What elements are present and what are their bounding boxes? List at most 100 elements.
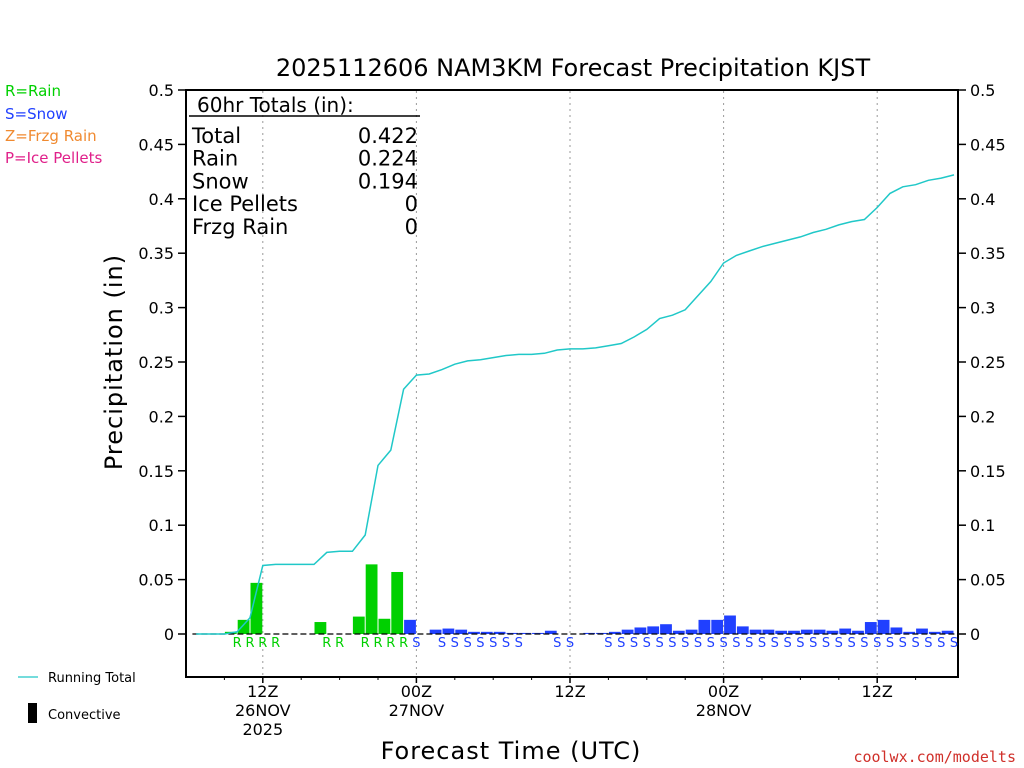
ptype-R: R <box>258 636 267 651</box>
snow-bar <box>634 627 647 634</box>
precip-bars <box>224 564 954 634</box>
legend-convective: Convective <box>48 708 121 723</box>
rain-bar <box>250 582 263 634</box>
ptype-S: S <box>924 636 932 651</box>
ptype-R: R <box>335 636 344 651</box>
x-tick-label: 12Z <box>554 682 585 701</box>
snow-bar <box>775 630 788 634</box>
snow-bar <box>672 630 685 634</box>
totals-label: Rain <box>192 147 238 171</box>
y-tick-label-left: 0.3 <box>149 299 174 318</box>
ptype-R: R <box>399 636 408 651</box>
ptype-S: S <box>707 636 715 651</box>
totals-value: 0.194 <box>358 169 418 193</box>
ptype-S: S <box>860 636 868 651</box>
totals-header: 60hr Totals (in): <box>197 93 354 117</box>
ptype-S: S <box>553 636 561 651</box>
ptype-S: S <box>476 636 484 651</box>
y-tick-label-left: 0 <box>164 625 174 644</box>
site-credit: coolwx.com/modelts <box>853 748 1016 766</box>
y-tick-label-left: 0.45 <box>138 135 174 154</box>
ptype-R: R <box>233 636 242 651</box>
snow-bar <box>890 627 903 634</box>
ptype-S: S <box>438 636 446 651</box>
totals-value: 0 <box>405 192 418 216</box>
snow-bar <box>852 630 864 634</box>
y-tick-label-left: 0.35 <box>138 244 174 263</box>
snow-bar <box>480 631 493 634</box>
snow-bar <box>800 629 813 634</box>
legend-ice-pellets: P=Ice Pellets <box>5 149 102 167</box>
x-tick-label: 00Z <box>401 682 432 701</box>
ptype-S: S <box>489 636 497 651</box>
ptype-S: S <box>630 636 638 651</box>
snow-bar <box>647 626 660 634</box>
snow-bar <box>493 631 506 634</box>
rain-bar <box>314 622 327 634</box>
snow-bar <box>685 629 698 634</box>
rain-bar <box>352 616 365 634</box>
y-axis-ticks: 0 00.05 0.050.1 0.10.15 0.150.2 0.20.25 0.250.… <box>138 81 1005 644</box>
rain-bar <box>237 619 250 634</box>
snow-bar <box>788 630 800 634</box>
y-tick-label-left: 0.5 <box>149 81 174 100</box>
totals-label: Total <box>191 124 241 148</box>
y-tick-label-right: 0.25 <box>970 353 1006 372</box>
y-tick-label-right: 0.1 <box>970 516 995 535</box>
ptype-R: R <box>373 636 382 651</box>
totals-table: Total 0.422 Rain 0.224 Snow 0.194 Ice Pellets 0… <box>191 124 418 239</box>
y-tick-label-left: 0.2 <box>149 407 174 426</box>
y-axis-title: Precipitation (in) <box>100 254 128 470</box>
ptype-S: S <box>822 636 830 651</box>
snow-bar <box>519 632 532 634</box>
x-tick-label: 2025 <box>242 720 283 739</box>
legend-snow: S=Snow <box>5 105 68 123</box>
snow-bar <box>608 631 621 634</box>
ptype-S: S <box>950 636 958 651</box>
ptype-S: S <box>873 636 881 651</box>
x-tick-label: 26NOV <box>235 701 291 720</box>
ptype-S: S <box>463 636 471 651</box>
chart-title: 2025112606 NAM3KM Forecast Precipitation… <box>276 54 871 82</box>
plot-frame <box>185 89 959 678</box>
ptype-S: S <box>694 636 702 651</box>
snow-bar <box>839 628 852 634</box>
totals-value: 0.224 <box>358 147 418 171</box>
ptype-R: R <box>245 636 254 651</box>
x-tick-label: 27NOV <box>389 701 445 720</box>
snow-bar <box>621 629 634 634</box>
snow-bar <box>468 631 480 634</box>
ptype-S: S <box>937 636 945 651</box>
ptype-S: S <box>732 636 740 651</box>
legend-running-total: Running Total <box>48 671 136 686</box>
snow-bar <box>429 629 442 634</box>
x-tick-label: 00Z <box>708 682 739 701</box>
running-total-line <box>196 174 955 635</box>
rain-bar <box>378 618 391 634</box>
legend-frzg-rain: Z=Frzg Rain <box>5 127 97 145</box>
y-tick-label-right: 0.4 <box>970 190 995 209</box>
ptype-S: S <box>617 636 625 651</box>
snow-bar <box>749 629 762 634</box>
snow-bar <box>928 631 941 634</box>
y-tick-label-left: 0.05 <box>138 571 174 590</box>
snow-bar <box>864 622 877 634</box>
snow-bar <box>903 631 916 634</box>
x-axis-title: Forecast Time (UTC) <box>381 737 642 765</box>
y-tick-label-left: 0.15 <box>138 462 174 481</box>
snow-bar <box>711 619 724 634</box>
snow-bar <box>736 626 749 634</box>
snow-bar <box>404 619 416 634</box>
convective-legend-swatch <box>28 703 37 723</box>
vertical-gridlines <box>262 91 878 676</box>
ptype-S: S <box>758 636 766 651</box>
y-tick-label-right: 0.45 <box>970 135 1006 154</box>
ptype-S: S <box>783 636 791 651</box>
ptype-S: S <box>681 636 689 651</box>
y-tick-label-left: 0.25 <box>138 353 174 372</box>
ptype-S: S <box>835 636 843 651</box>
totals-value: 0.422 <box>358 124 418 148</box>
ptype-S: S <box>451 636 459 651</box>
